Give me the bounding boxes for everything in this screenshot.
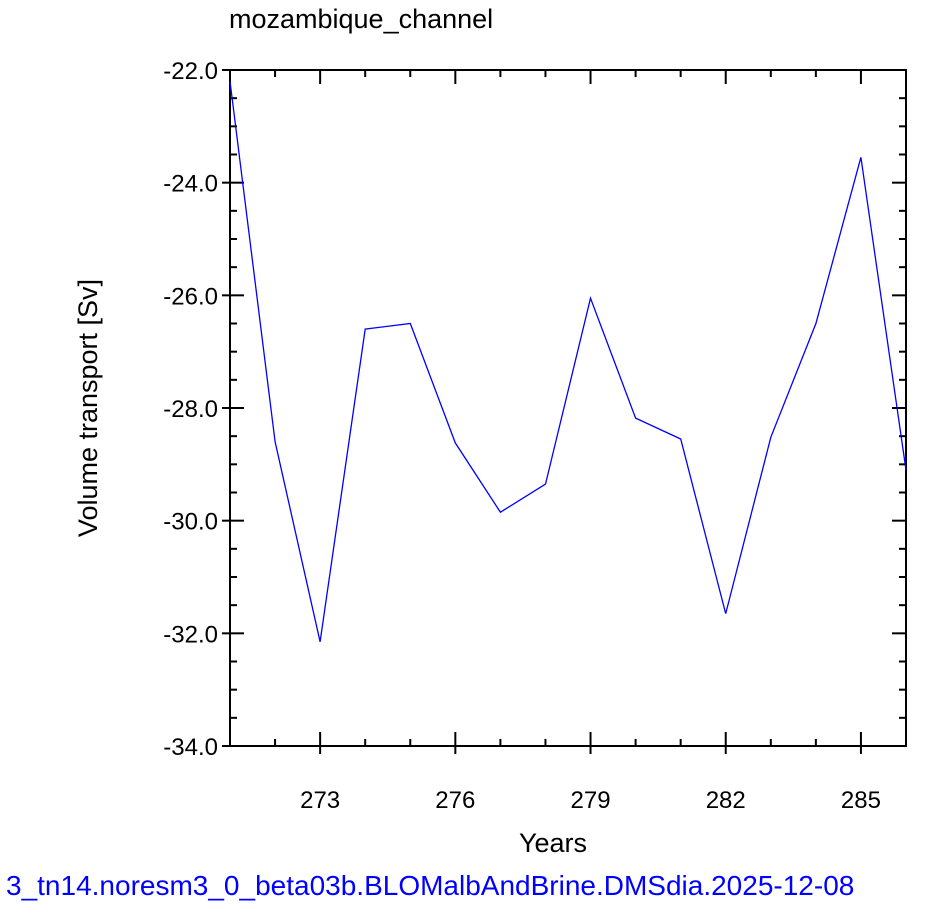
plot-frame [229, 69, 907, 747]
axis-ticks [222, 69, 907, 754]
y-tick-label: -30.0 [163, 509, 218, 536]
x-axis-title: Years [519, 828, 587, 858]
x-tick-label: 276 [435, 787, 475, 814]
x-tick-label: 285 [841, 787, 881, 814]
y-tick-label: -28.0 [163, 396, 218, 423]
y-tick-label: -22.0 [163, 58, 218, 85]
x-tick-label: 279 [571, 787, 611, 814]
y-tick-label: -26.0 [163, 283, 218, 310]
x-tick-label: 282 [706, 787, 746, 814]
y-tick-labels: -22.0 -24.0 -26.0 -28.0 -30.0 -32.0 -34.0 [163, 58, 218, 761]
x-tick-labels: 273 276 279 282 285 [300, 787, 881, 814]
footer-caption: 3_tn14.noresm3_0_beta03b.BLOMalbAndBrine… [6, 870, 855, 901]
y-tick-label: -32.0 [163, 621, 218, 648]
chart-title: mozambique_channel [229, 4, 493, 34]
x-tick-label: 273 [300, 787, 340, 814]
y-tick-label: -24.0 [163, 171, 218, 198]
series-line [229, 81, 907, 642]
y-tick-label: -34.0 [163, 734, 218, 761]
y-axis-title: Volume transport [Sv] [73, 279, 103, 537]
